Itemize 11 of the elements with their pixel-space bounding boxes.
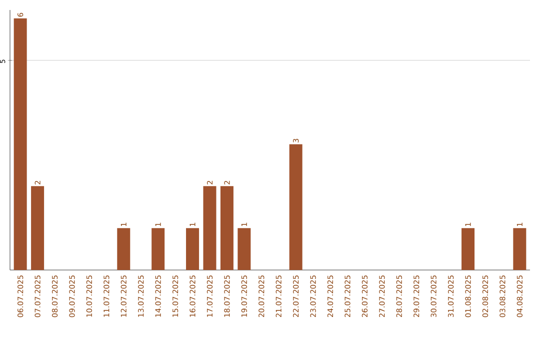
bar <box>203 186 216 270</box>
bar <box>186 228 200 270</box>
bar <box>513 228 526 270</box>
bar <box>117 228 130 270</box>
bar <box>31 186 44 270</box>
bar <box>152 228 165 270</box>
bar <box>238 228 251 270</box>
bar <box>14 18 27 270</box>
bar <box>220 186 234 270</box>
bar <box>289 144 302 270</box>
bar <box>462 228 475 270</box>
